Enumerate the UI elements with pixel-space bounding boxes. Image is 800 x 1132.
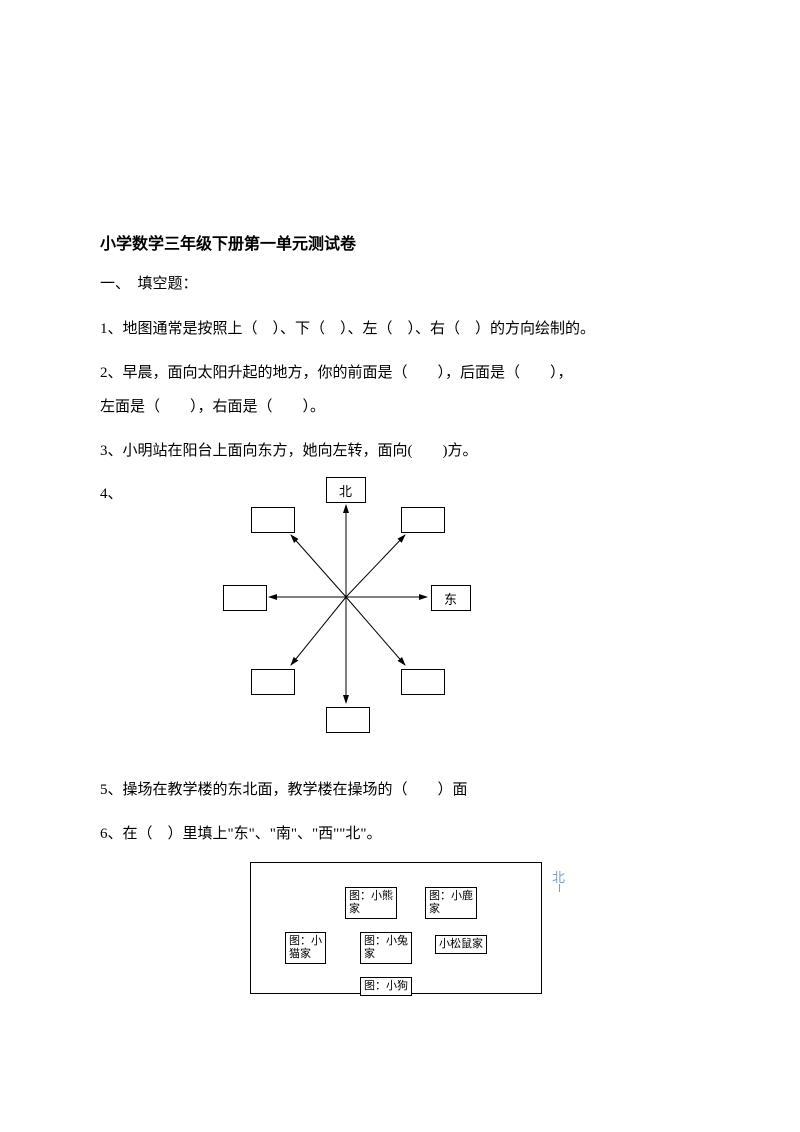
map-house-box: 图：小兔家	[360, 932, 412, 964]
compass-direction-box	[251, 669, 295, 695]
compass-direction-box	[251, 507, 295, 533]
question-5: 5、操场在教学楼的东北面，教学楼在操场的（ ）面	[100, 772, 700, 808]
compass-direction-box: 北	[326, 477, 366, 503]
map-house-box: 小松鼠家	[435, 935, 487, 954]
question-3: 3、小明站在阳台上面向东方，她向左转，面向( )方。	[100, 433, 700, 469]
exam-title: 小学数学三年级下册第一单元测试卷	[100, 230, 700, 254]
map-diagram: 北 图：小熊家图：小鹿家图：小猫家图：小兔家小松鼠家图：小狗	[250, 862, 580, 992]
map-house-box: 图：小鹿家	[425, 887, 477, 919]
q4-label: 4、	[100, 482, 123, 503]
compass-direction-box: 东	[431, 585, 471, 611]
question-2-line1: 2、早晨，面向太阳升起的地方，你的前面是（ ），后面是（ ），	[100, 355, 700, 391]
compass-direction-box	[401, 507, 445, 533]
compass-direction-box	[223, 585, 267, 611]
map-house-box: 图：小狗	[360, 977, 412, 996]
map-house-box: 图：小熊家	[345, 887, 397, 919]
compass-direction-box	[326, 707, 370, 733]
north-arrow-icon	[559, 884, 560, 892]
map-border	[250, 862, 542, 994]
question-4: 4、 北东	[100, 477, 700, 757]
compass-direction-box	[401, 669, 445, 695]
question-6: 6、在（ ）里填上"东"、"南"、"西""北"。	[100, 816, 700, 852]
section-header: 一、 填空题：	[100, 272, 700, 293]
question-1: 1、地图通常是按照上（ ）、下（ ）、左（ ）、右（ ）的方向绘制的。	[100, 311, 700, 347]
question-2-line2: 左面是（ ），右面是（ ）。	[100, 389, 700, 425]
map-house-box: 图：小猫家	[285, 932, 326, 964]
compass-diagram: 北东	[183, 477, 503, 757]
